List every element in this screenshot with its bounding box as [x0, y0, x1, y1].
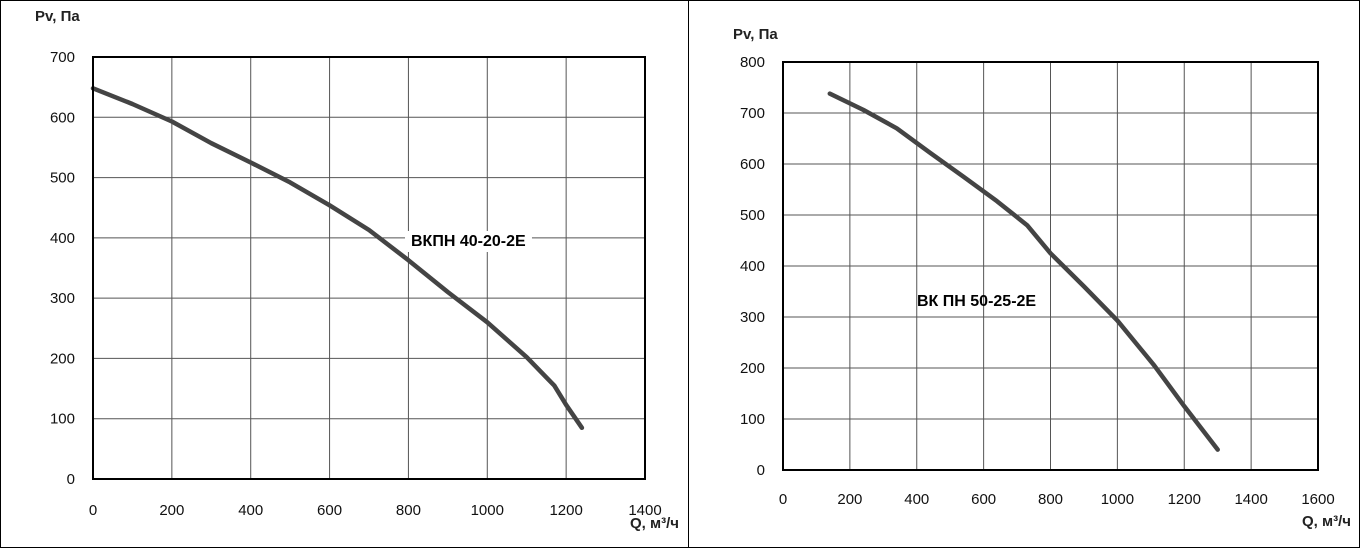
plot-area-border: [782, 61, 1319, 471]
y-tick-label: 100: [50, 411, 75, 428]
x-tick-label: 200: [837, 491, 862, 508]
y-axis-label: Pv, Па: [35, 8, 80, 25]
y-tick-label: 400: [740, 258, 765, 275]
y-tick-label: 0: [67, 471, 75, 488]
x-tick-label: 0: [779, 491, 787, 508]
y-tick-label: 600: [50, 109, 75, 126]
chart-right: 0 200 400 600 800 1000 1200 1400 1600 0 100 200 300 4…: [733, 26, 1351, 530]
x-tick-label: 200: [159, 502, 184, 519]
x-tick-label: 400: [238, 502, 263, 519]
x-tick-label: 1400: [1234, 491, 1267, 508]
y-tick-label: 300: [50, 290, 75, 307]
x-tick-label: 1600: [1301, 491, 1334, 508]
x-tick-label: 1000: [1101, 491, 1134, 508]
series-label: ВК ПН 50-25-2Е: [917, 293, 1036, 310]
x-tick-label: 800: [1038, 491, 1063, 508]
x-tick-label: 400: [904, 491, 929, 508]
chart-panel-right: 0 200 400 600 800 1000 1200 1400 1600 0 100 200 300 4…: [688, 0, 1360, 548]
x-tick-label: 600: [317, 502, 342, 519]
x-tick-label: 1400: [628, 502, 661, 519]
x-tick-label: 1000: [471, 502, 504, 519]
chart-left: 0 200 400 600 800 1000 1200 1400 0 100 200 300 400 50…: [35, 8, 679, 532]
y-tick-label: 200: [50, 350, 75, 367]
x-tick-label: 1200: [1168, 491, 1201, 508]
y-tick-label: 100: [740, 411, 765, 428]
x-tick-label: 1200: [549, 502, 582, 519]
x-tick-label: 0: [89, 502, 97, 519]
x-tick-label: 600: [971, 491, 996, 508]
y-tick-label: 500: [740, 207, 765, 224]
series-line: [90, 86, 585, 431]
chart-panel-left: 0 200 400 600 800 1000 1200 1400 0 100 200 300 400 50…: [0, 0, 689, 548]
series-label-background: [405, 231, 532, 252]
series-line: [827, 91, 1220, 452]
x-tick-label: 800: [396, 502, 421, 519]
plot-area-border: [92, 56, 646, 480]
y-axis-label: Pv, Па: [733, 26, 778, 43]
y-tick-label: 300: [740, 309, 765, 326]
series-label: ВКПН 40-20-2Е: [411, 233, 526, 250]
y-tick-label: 400: [50, 230, 75, 247]
y-tick-label: 600: [740, 156, 765, 173]
y-tick-label: 700: [50, 49, 75, 66]
y-tick-label: 800: [740, 54, 765, 71]
y-tick-label: 700: [740, 105, 765, 122]
y-tick-label: 500: [50, 170, 75, 187]
y-tick-label: 200: [740, 360, 765, 377]
y-tick-label: 0: [757, 462, 765, 479]
x-axis-label: Q, м³/ч: [630, 515, 679, 532]
x-axis-label: Q, м³/ч: [1302, 513, 1351, 530]
